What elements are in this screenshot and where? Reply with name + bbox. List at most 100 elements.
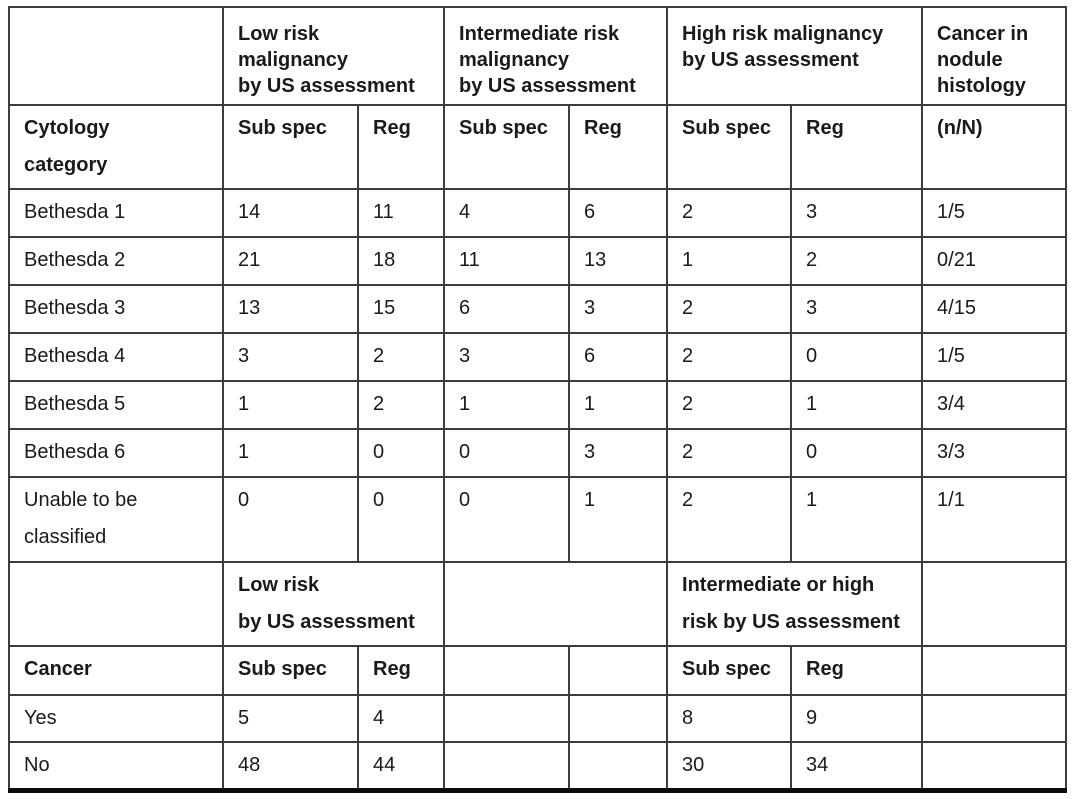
row-label: Bethesda 1: [8, 188, 224, 238]
data-cell: 0: [443, 428, 571, 478]
data-cell: 3: [790, 188, 924, 238]
data-cell: 14: [222, 188, 359, 238]
data-cell: 2: [666, 332, 793, 382]
subcol-low-reg-2: Reg: [356, 645, 446, 696]
data-cell: 1: [790, 380, 924, 430]
data-cell: 1: [443, 380, 571, 430]
empty-cell: [568, 645, 669, 696]
data-cell: 3: [568, 428, 669, 478]
data-cell: 0: [790, 428, 924, 478]
table-row-cancer-yes: Yes 5 4 8 9: [8, 694, 1068, 743]
row-label: Yes: [8, 694, 224, 743]
data-cell: 21: [222, 236, 359, 286]
row-label: Bethesda 4: [8, 332, 224, 382]
data-cell: 48: [222, 741, 359, 792]
data-cell: 5: [222, 694, 359, 743]
data-cell: 3: [222, 332, 359, 382]
data-cell: 8: [666, 694, 793, 743]
empty-cell: [921, 741, 1068, 792]
empty-cell: [443, 741, 571, 792]
data-cell: 2: [666, 188, 793, 238]
data-cell: 0: [356, 428, 446, 478]
table-row-bethesda-5: Bethesda 5 1 2 1 1 2 1 3/4: [8, 380, 1068, 430]
group-header-low-risk-us: Low risk by US assessment: [221, 561, 446, 647]
group-header-intermediate-risk: Intermediate risk malignancy by US asses…: [443, 6, 669, 106]
data-cell: 6: [443, 284, 571, 334]
subcol-int-reg: Reg: [568, 104, 669, 190]
empty-cell: [921, 645, 1068, 696]
table-row-bethesda-2: Bethesda 2 21 18 11 13 1 2 0/21: [8, 236, 1068, 286]
empty-cell: [568, 741, 669, 792]
data-cell: 2: [356, 332, 446, 382]
subcol-inthigh-subspec-2: Sub spec: [666, 645, 793, 696]
group-header-int-high-risk-us: Intermediate or high risk by US assessme…: [666, 561, 924, 647]
table-row-unable-to-be-classified: Unable to be classified 0 0 0 1 2 1 1/1: [8, 476, 1068, 563]
data-cell: 18: [356, 236, 446, 286]
group-header-low-risk: Low risk malignancy by US assessment: [221, 6, 446, 106]
data-cell: 6: [568, 188, 669, 238]
cancer-section-header-row: Low risk by US assessment Intermediate o…: [8, 561, 1068, 647]
data-cell: 2: [666, 428, 793, 478]
data-cell: 2: [666, 380, 793, 430]
subcol-high-reg: Reg: [790, 104, 924, 190]
group-header-row: Low risk malignancy by US assessment Int…: [8, 6, 1068, 106]
empty-cell: [921, 694, 1068, 743]
corner-empty-cell: [8, 6, 224, 106]
data-cell: 3: [790, 284, 924, 334]
data-cell: 1/5: [921, 332, 1068, 382]
row-label: Bethesda 6: [8, 428, 224, 478]
data-cell: 44: [356, 741, 446, 792]
data-cell: 0: [356, 476, 446, 563]
row-label: Bethesda 5: [8, 380, 224, 430]
row-label: Unable to be classified: [8, 476, 224, 563]
empty-cell: [443, 645, 571, 696]
table-row-bethesda-4: Bethesda 4 3 2 3 6 2 0 1/5: [8, 332, 1068, 382]
data-cell: 11: [443, 236, 571, 286]
cytology-category-header: Cytology category: [8, 104, 224, 190]
group-header-high-risk: High risk malignancy by US assessment: [666, 6, 924, 106]
subcol-high-subspec: Sub spec: [666, 104, 793, 190]
column-header-row: Cytology category Sub spec Reg Sub spec …: [8, 104, 1068, 190]
row-label: No: [8, 741, 224, 792]
data-cell: 0/21: [921, 236, 1068, 286]
data-cell: 1: [666, 236, 793, 286]
cancer-row-header: Cancer: [8, 645, 224, 696]
data-cell: 1: [222, 380, 359, 430]
empty-cell: [8, 561, 224, 647]
data-cell: 3: [568, 284, 669, 334]
data-cell: 2: [790, 236, 924, 286]
data-cell: 1: [568, 476, 669, 563]
table-row-cancer-no: No 48 44 30 34: [8, 741, 1068, 792]
data-cell: 4/15: [921, 284, 1068, 334]
data-cell: 9: [790, 694, 924, 743]
data-cell: 11: [356, 188, 446, 238]
data-cell: 13: [222, 284, 359, 334]
empty-cell: [443, 561, 669, 647]
data-cell: 4: [356, 694, 446, 743]
data-cell: 1: [790, 476, 924, 563]
data-cell: 1/5: [921, 188, 1068, 238]
data-cell: 6: [568, 332, 669, 382]
row-label: Bethesda 2: [8, 236, 224, 286]
subcol-low-subspec-2: Sub spec: [222, 645, 359, 696]
data-cell: 0: [222, 476, 359, 563]
data-cell: 0: [790, 332, 924, 382]
table-row-bethesda-1: Bethesda 1 14 11 4 6 2 3 1/5: [8, 188, 1068, 238]
data-cell: 4: [443, 188, 571, 238]
data-cell: 3/3: [921, 428, 1068, 478]
subcol-low-reg: Reg: [356, 104, 446, 190]
table-row-bethesda-3: Bethesda 3 13 15 6 3 2 3 4/15: [8, 284, 1068, 334]
data-cell: 30: [666, 741, 793, 792]
data-cell: 2: [666, 476, 793, 563]
row-label: Bethesda 3: [8, 284, 224, 334]
subcol-inthigh-reg-2: Reg: [790, 645, 924, 696]
data-cell: 1: [222, 428, 359, 478]
subcol-int-subspec: Sub spec: [443, 104, 571, 190]
data-cell: 3/4: [921, 380, 1068, 430]
data-cell: 15: [356, 284, 446, 334]
data-cell: 13: [568, 236, 669, 286]
data-cell: 34: [790, 741, 924, 792]
data-cell: 2: [356, 380, 446, 430]
empty-cell: [921, 561, 1068, 647]
